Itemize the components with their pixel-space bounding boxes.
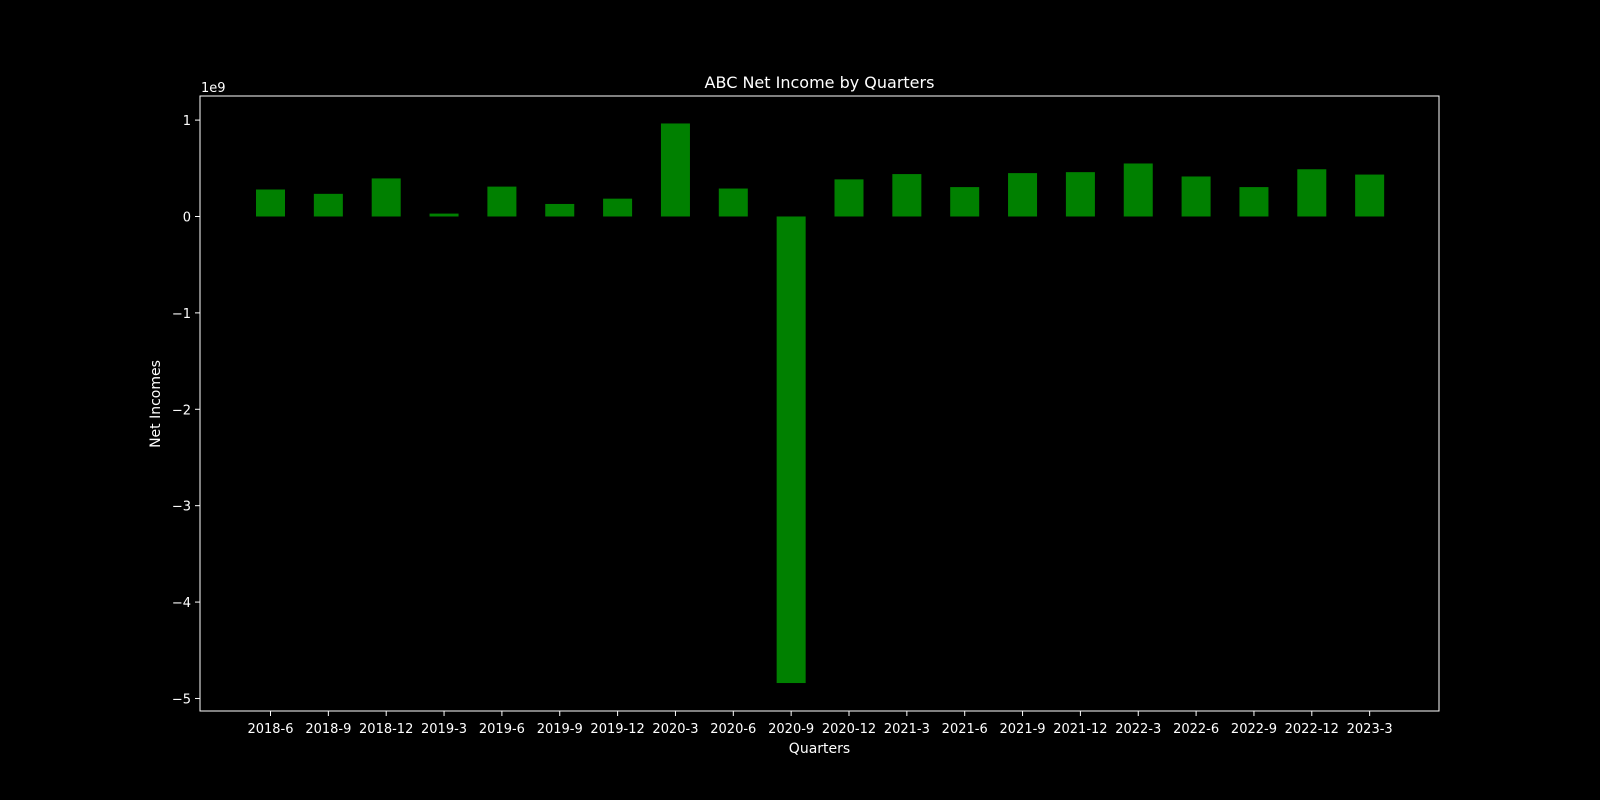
x-tick-label: 2021-6	[942, 722, 988, 737]
bar-2018-9	[313, 193, 343, 217]
y-axis-ticks: 1 0 −1 −2 −3 −4 −5	[172, 114, 200, 707]
x-axis-label: Quarters	[789, 741, 850, 757]
x-tick-label: 2019-6	[479, 722, 525, 737]
x-tick-label: 2018-12	[359, 722, 413, 737]
x-tick-label: 2021-9	[1000, 722, 1046, 737]
y-axis-offset-label: 1e9	[201, 81, 226, 96]
y-tick-label: −3	[172, 500, 191, 515]
y-tick-label: 1	[183, 114, 191, 129]
x-tick-label: 2019-3	[421, 722, 467, 737]
x-tick-label: 2022-9	[1231, 722, 1277, 737]
x-tick-label: 2020-6	[710, 722, 756, 737]
y-tick-label: −1	[172, 307, 191, 322]
bar-2019-12	[603, 198, 633, 217]
bar-2018-6	[256, 189, 285, 217]
bar-2022-12	[1297, 169, 1327, 217]
bar-2021-12	[1065, 172, 1095, 217]
x-tick-label: 2020-3	[652, 722, 698, 737]
x-tick-label: 2023-3	[1347, 722, 1393, 737]
x-tick-label: 2022-12	[1285, 722, 1339, 737]
bar-2023-3	[1355, 174, 1385, 217]
bar-2022-3	[1123, 163, 1153, 217]
bar-2020-6	[718, 188, 748, 217]
x-tick-label: 2018-9	[305, 722, 351, 737]
bar-2021-9	[1008, 173, 1038, 217]
bar-2019-6	[487, 186, 517, 217]
bar-2020-3	[660, 123, 690, 217]
x-tick-label: 2022-3	[1115, 722, 1161, 737]
x-tick-label: 2019-12	[590, 722, 644, 737]
bar-2020-12	[834, 179, 864, 217]
bar-2018-12	[371, 178, 401, 217]
y-tick-label: −2	[172, 403, 191, 418]
x-tick-label: 2018-6	[247, 722, 293, 737]
bar-2022-6	[1181, 176, 1211, 217]
x-tick-label: 2020-12	[822, 722, 876, 737]
bar-2019-9	[545, 203, 575, 217]
chart-title: ABC Net Income by Quarters	[705, 73, 935, 92]
x-tick-label: 2021-12	[1053, 722, 1107, 737]
x-tick-label: 2022-6	[1173, 722, 1219, 737]
bar-2021-3	[892, 174, 922, 217]
y-tick-label: −5	[172, 692, 191, 707]
bar-2019-3	[429, 213, 459, 217]
bar-2022-9	[1239, 187, 1269, 217]
plot-area-frame	[199, 95, 1440, 712]
y-tick-label: 0	[183, 210, 191, 225]
bar-2021-6	[950, 187, 980, 217]
x-tick-label: 2021-3	[884, 722, 930, 737]
bars-group	[256, 123, 1385, 684]
x-axis-ticks: 2018-6 2018-9 2018-12 2019-3 2019-6 2019-9 201…	[247, 711, 1393, 737]
x-tick-label: 2020-9	[768, 722, 814, 737]
x-tick-label: 2019-9	[537, 722, 583, 737]
y-axis-label: Net Incomes	[148, 360, 164, 448]
bar-2020-9	[776, 216, 806, 684]
y-tick-label: −4	[172, 596, 191, 611]
